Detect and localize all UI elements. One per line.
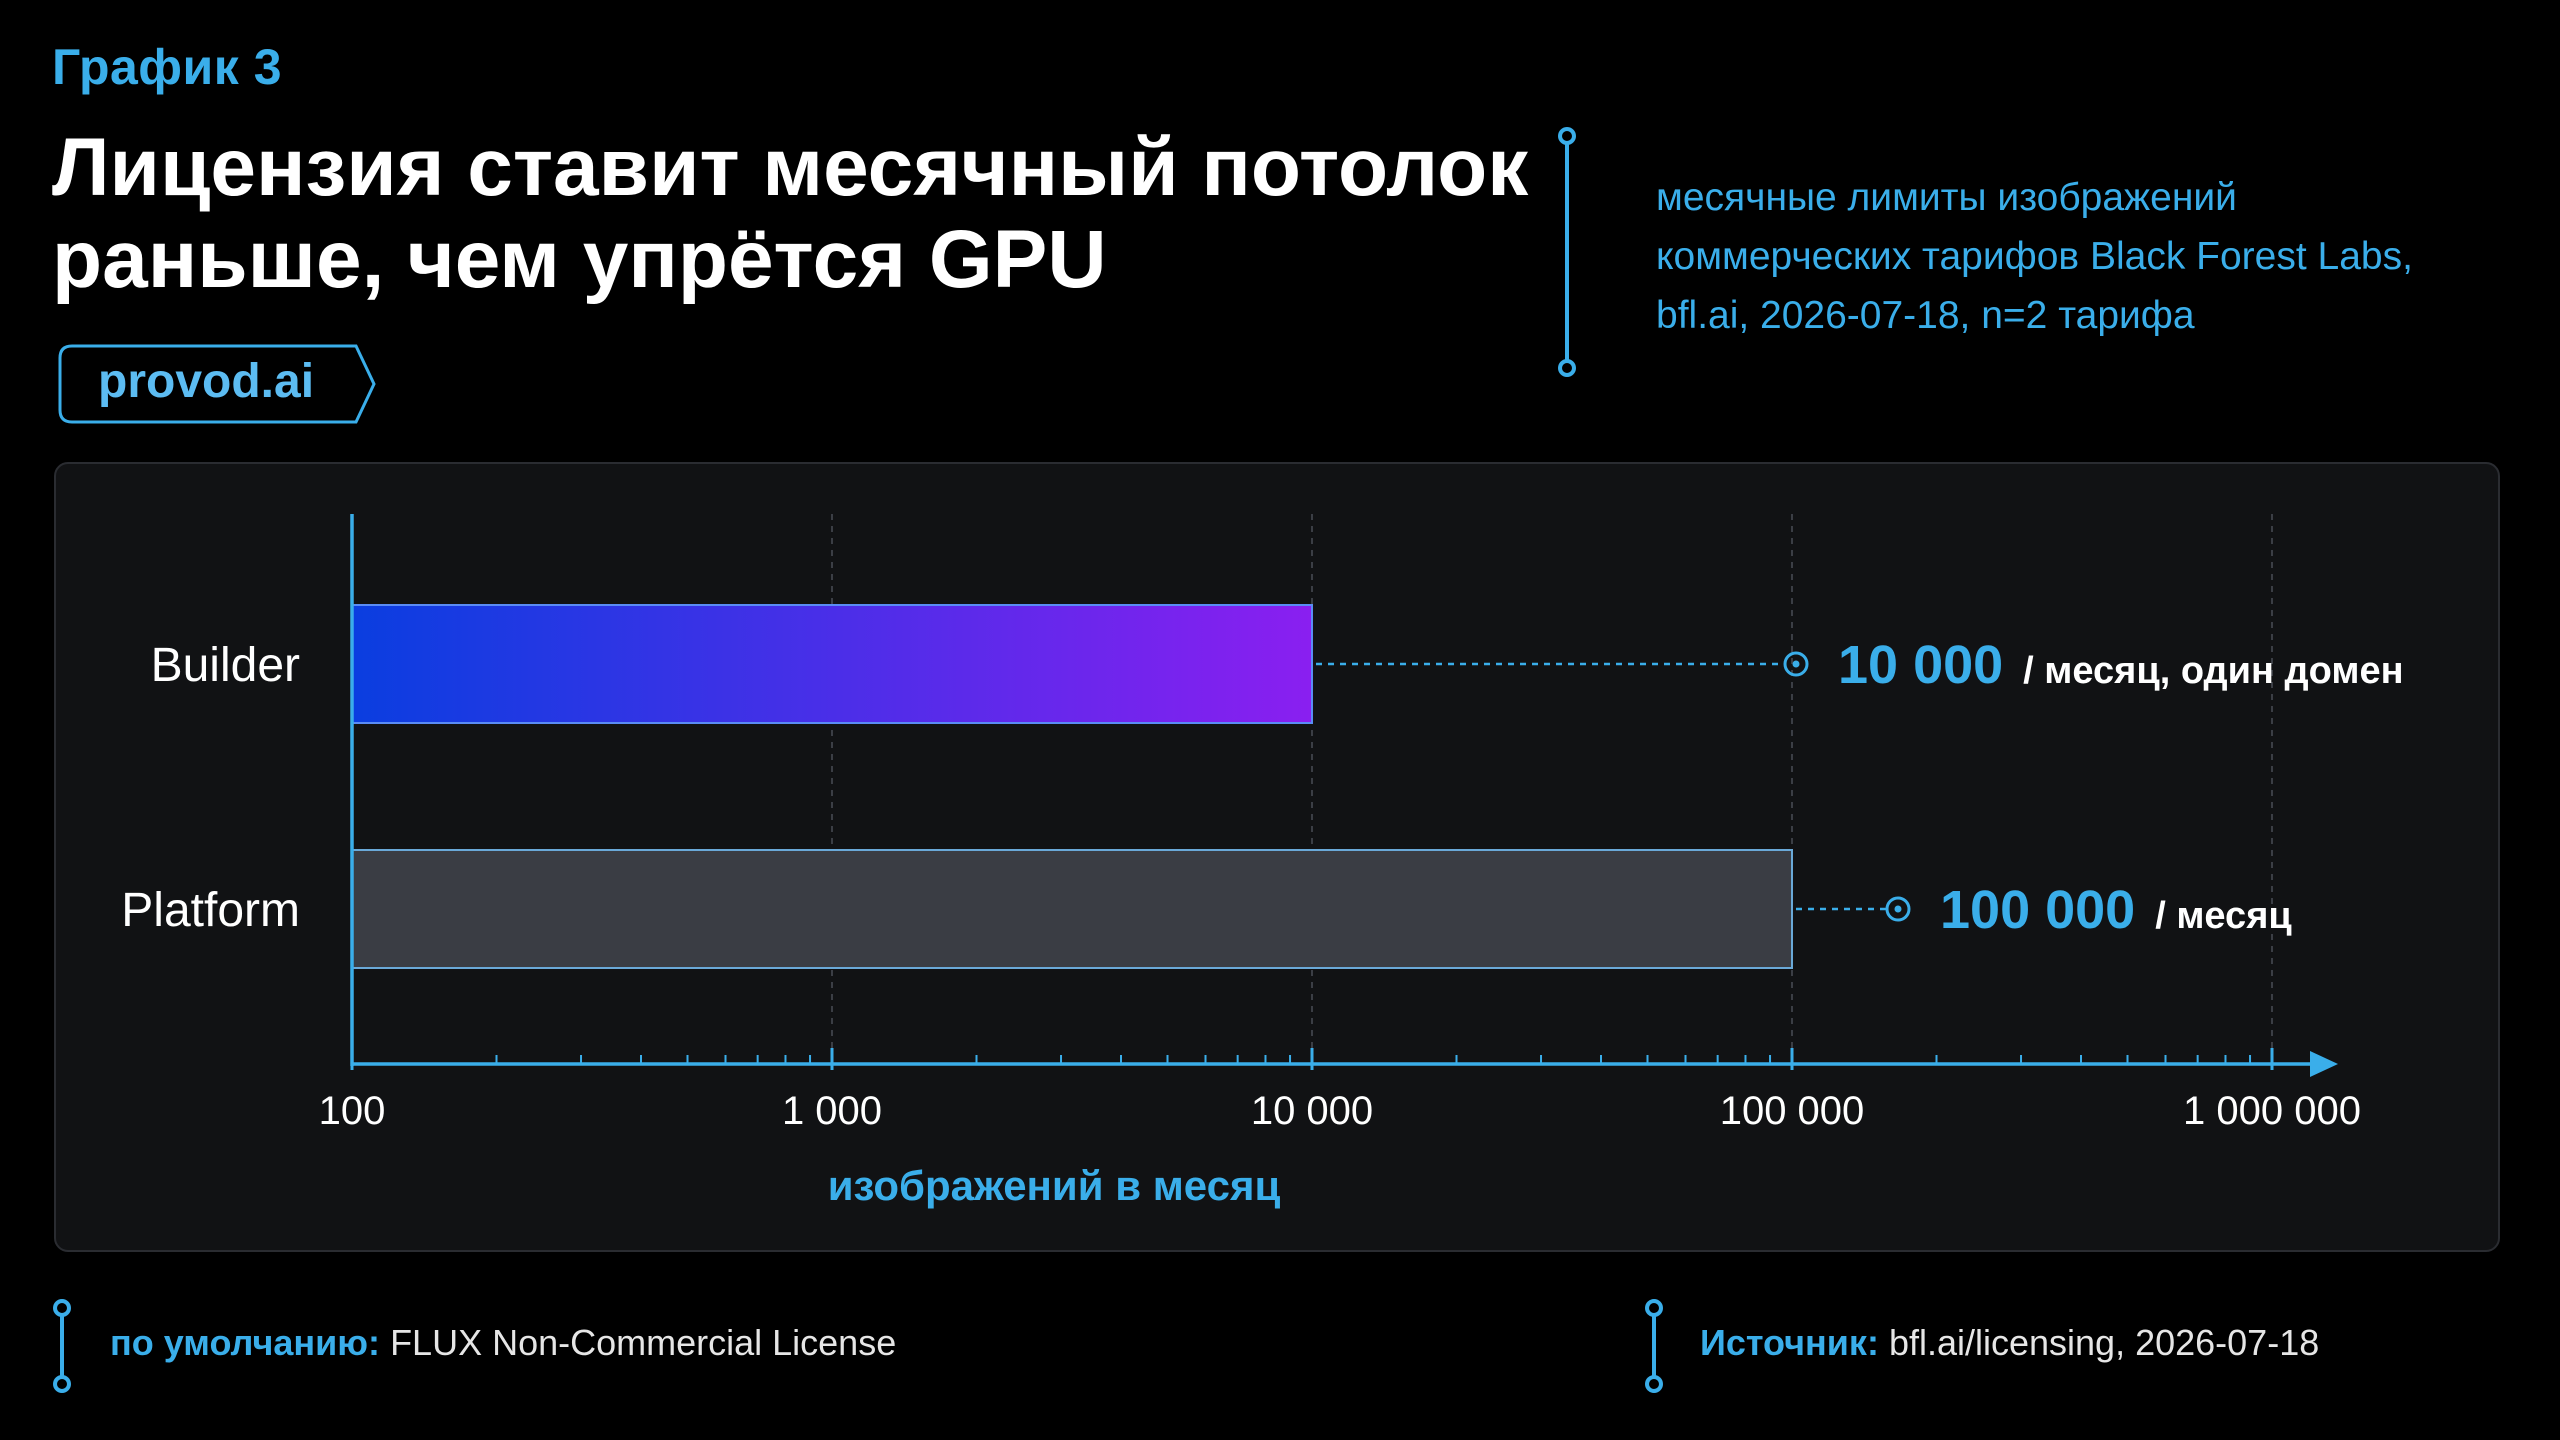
x-axis-arrow-icon [2310,1051,2338,1077]
leader-marker-dot [1894,905,1902,913]
x-tick-label: 10 000 [1251,1089,1373,1133]
data-label-value: 10 000 [1838,635,2003,695]
footer-default-value: FLUX Non-Commercial License [390,1322,897,1363]
leader-marker-ring [1885,896,1911,922]
bar-platform [351,849,1793,969]
brand-text: provod.ai [98,355,315,408]
data-label-value: 100 000 [1940,880,2135,940]
note-bracket-line [1558,127,1576,377]
footer-right-bracket [1645,1299,1663,1393]
category-label: Builder [151,639,300,692]
footer-default-label: по умолчанию: [110,1322,381,1363]
footer-default-license: по умолчанию: FLUX Non-Commercial Licens… [110,1322,896,1364]
chart-label: График 3 [52,39,283,95]
bar-builder [351,604,1313,724]
brand-badge[interactable]: provod.ai [58,344,378,424]
title-line-1: Лицензия ставит месячный потолок [52,122,1529,213]
footer-source: Источник: bfl.ai/licensing, 2026-07-18 [1700,1322,2319,1364]
bar-chart: 100 1 000 10 000 100 000 1 000 000 изображени… [121,514,2404,1209]
x-axis-title: изображений в месяц [828,1162,1281,1209]
data-label-suffix: / месяц, один домен [2023,650,2403,692]
data-label-suffix: / месяц [2155,895,2292,937]
x-tick-label: 100 000 [1720,1089,1865,1133]
note-line-3: bfl.ai, 2026-07-18, n=2 тарифа [1656,294,2195,337]
title-line-2: раньше, чем упрётся GPU [52,214,1107,305]
brand-badge-outline [58,344,376,424]
footer-left-bracket [53,1299,71,1393]
leader-marker-dot [1792,660,1800,668]
x-tick-label: 1 000 [782,1089,882,1133]
meta-note: месячные лимиты изображений коммерческих… [1656,168,2516,345]
note-line-2: коммерческих тарифов Black Forest Labs, [1656,235,2413,278]
data-label: 10 000 / месяц, один домен [1838,635,2404,695]
category-label: Platform [121,884,300,937]
footer-source-label: Источник: [1700,1322,1879,1363]
data-label: 100 000 / месяц [1940,880,2292,940]
leader-marker-ring [1783,651,1809,677]
chart-panel: 100 1 000 10 000 100 000 1 000 000 изображени… [54,462,2500,1252]
page-title: Лицензия ставит месячный потолок раньше,… [52,122,1552,306]
note-line-1: месячные лимиты изображений [1656,176,2237,219]
x-tick-label: 100 [319,1089,386,1133]
footer-source-value: bfl.ai/licensing, 2026-07-18 [1888,1322,2320,1363]
x-tick-label: 1 000 000 [2183,1089,2361,1133]
